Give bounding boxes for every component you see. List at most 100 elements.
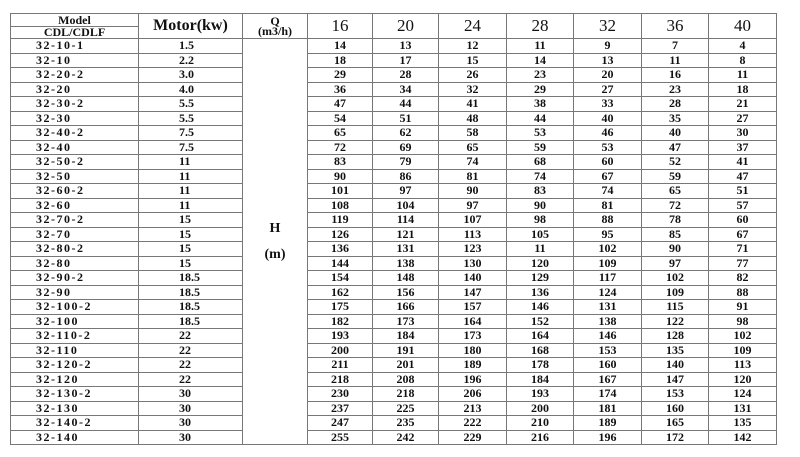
head-value-cell: 144	[307, 255, 373, 271]
motor-cell: 18.5	[138, 270, 243, 286]
head-value-cell: 164	[438, 313, 507, 329]
table-row: 32-40-2 7.5 65 62 58 53 46 40 30	[10, 125, 777, 141]
head-value-cell: 210	[506, 415, 574, 431]
head-value-cell: 40	[641, 125, 709, 141]
head-value-cell: 136	[307, 241, 373, 257]
head-value-cell: 160	[573, 357, 642, 373]
motor-cell: 22	[138, 328, 243, 344]
head-value-cell: 146	[506, 299, 574, 315]
head-value-cell: 152	[506, 313, 574, 329]
head-value-cell: 34	[372, 81, 439, 97]
head-value-cell: 181	[573, 400, 642, 416]
model-header-line2: CDL/CDLF	[43, 24, 106, 39]
head-value-cell: 37	[708, 139, 777, 155]
head-value-cell: 23	[506, 67, 574, 83]
table-row: 32-10-1 1.5 H (m) 14 13 12 11 9 7 4	[10, 38, 777, 445]
model-cell: 32-100	[10, 313, 139, 329]
head-value-cell: 113	[438, 226, 507, 242]
head-symbol: H	[269, 220, 281, 236]
head-value-cell: 104	[372, 197, 439, 213]
head-value-cell: 7	[641, 38, 709, 54]
motor-cell: 18.5	[138, 313, 243, 329]
head-value-cell: 29	[506, 81, 574, 97]
table-row: 32-30-2 5.5 47 44 41 38 33 28 21	[10, 96, 777, 112]
head-value-cell: 200	[506, 400, 574, 416]
head-value-cell: 18	[307, 52, 373, 68]
motor-cell: 22	[138, 357, 243, 373]
motor-cell: 2.2	[138, 52, 243, 68]
head-value-cell: 13	[573, 52, 642, 68]
head-value-cell: 208	[372, 371, 439, 387]
head-value-cell: 83	[307, 154, 373, 170]
head-value-cell: 130	[438, 255, 507, 271]
head-value-cell: 30	[708, 125, 777, 141]
head-value-cell: 102	[708, 328, 777, 344]
head-value-cell: 90	[307, 168, 373, 184]
table-row: 32-140 30 255 242 229 216 196 172 142	[10, 429, 777, 445]
head-value-cell: 129	[506, 270, 574, 286]
motor-cell: 30	[138, 400, 243, 416]
head-value-cell: 23	[641, 81, 709, 97]
motor-cell: 11	[138, 197, 243, 213]
head-value-cell: 156	[372, 284, 439, 300]
head-value-cell: 69	[372, 139, 439, 155]
head-value-cell: 255	[307, 429, 373, 445]
head-value-cell: 102	[573, 241, 642, 257]
table-row: 32-50 11 90 86 81 74 67 59 47	[10, 168, 777, 184]
head-value-cell: 83	[506, 183, 574, 199]
head-value-cell: 41	[438, 96, 507, 112]
motor-cell: 4.0	[138, 81, 243, 97]
head-value-cell: 12	[438, 38, 507, 54]
model-cell: 32-110-2	[10, 328, 139, 344]
flow-header-28: 28	[506, 13, 574, 39]
table-row: 32-130-2 30 230 218 206 193 174 153 124	[10, 386, 777, 402]
head-value-cell: 153	[641, 386, 709, 402]
head-value-cell: 135	[641, 342, 709, 358]
model-cell: 32-80	[10, 255, 139, 271]
head-value-cell: 36	[307, 81, 373, 97]
head-value-cell: 178	[506, 357, 574, 373]
table-row: 32-110-2 22 193 184 173 164 146 128 102	[10, 328, 777, 344]
motor-cell: 11	[138, 168, 243, 184]
header-row: Model CDL/CDLF Motor(kw) Q (m3/h) 16 20 24…	[10, 13, 777, 39]
head-value-cell: 124	[573, 284, 642, 300]
head-value-cell: 40	[573, 110, 642, 126]
head-value-cell: 51	[708, 183, 777, 199]
head-value-cell: 167	[573, 371, 642, 387]
head-value-cell: 101	[307, 183, 373, 199]
model-cell: 32-120-2	[10, 357, 139, 373]
head-value-cell: 11	[641, 52, 709, 68]
motor-cell: 5.5	[138, 96, 243, 112]
head-value-cell: 86	[372, 168, 439, 184]
head-value-cell: 74	[506, 168, 574, 184]
table-row: 32-120 22 218 208 196 184 167 147 120	[10, 371, 777, 387]
head-value-cell: 77	[708, 255, 777, 271]
head-value-cell: 57	[708, 197, 777, 213]
model-header-line1: Model	[11, 15, 138, 27]
head-value-cell: 189	[438, 357, 507, 373]
head-value-cell: 62	[372, 125, 439, 141]
head-value-cell: 191	[372, 342, 439, 358]
model-cell: 32-140	[10, 429, 139, 445]
head-value-cell: 120	[708, 371, 777, 387]
head-value-cell: 146	[573, 328, 642, 344]
head-value-cell: 32	[438, 81, 507, 97]
head-value-cell: 196	[573, 429, 642, 445]
head-value-cell: 54	[307, 110, 373, 126]
head-value-cell: 98	[506, 212, 574, 228]
head-value-cell: 206	[438, 386, 507, 402]
head-value-cell: 172	[641, 429, 709, 445]
head-value-cell: 90	[641, 241, 709, 257]
head-value-cell: 58	[438, 125, 507, 141]
head-value-cell: 102	[641, 270, 709, 286]
head-value-cell: 105	[506, 226, 574, 242]
motor-cell: 18.5	[138, 299, 243, 315]
table-row: 32-100-2 18.5 175 166 157 146 131 115 91	[10, 299, 777, 315]
motor-cell: 30	[138, 429, 243, 445]
head-value-cell: 166	[372, 299, 439, 315]
motor-cell: 11	[138, 183, 243, 199]
model-cell: 32-70	[10, 226, 139, 242]
head-value-cell: 109	[573, 255, 642, 271]
head-value-cell: 182	[307, 313, 373, 329]
head-value-cell: 59	[506, 139, 574, 155]
